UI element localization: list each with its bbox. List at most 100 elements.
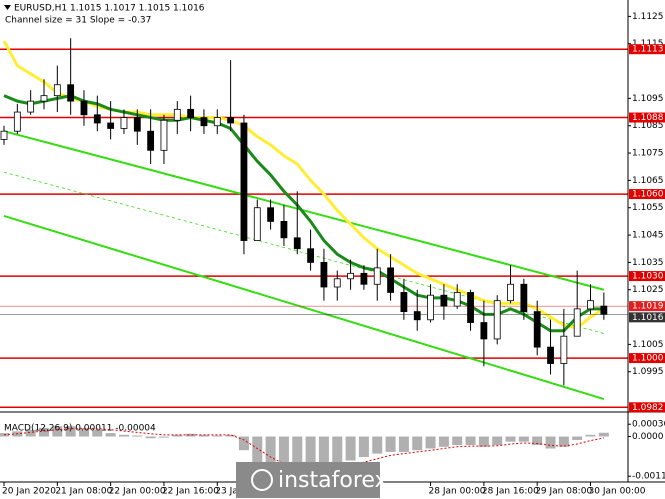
candle-body: [160, 119, 168, 151]
candle-body: [440, 294, 448, 307]
macd-bar: [238, 436, 249, 451]
macd-bar: [158, 436, 169, 438]
macd-bar: [398, 436, 409, 452]
y-tick-label: 1.1005: [632, 340, 664, 350]
macd-tick-label: 0.0000: [632, 432, 664, 442]
y-tick-label: 1.1095: [632, 94, 664, 104]
x-tick-label: 28 Jan 00:00: [429, 487, 486, 497]
candle-body: [427, 294, 434, 321]
macd-bar: [212, 435, 223, 437]
macd-bar: [572, 436, 583, 440]
candle-body: [147, 130, 155, 151]
candle-body: [333, 278, 341, 288]
watermark-box: [236, 462, 380, 498]
level-label-box: [629, 44, 665, 55]
macd-bar: [332, 436, 343, 466]
candle-body: [200, 117, 208, 127]
x-tick-label: 30 Jan 00:00: [589, 487, 646, 497]
macd-bar: [585, 434, 596, 437]
x-tick-label: 29 Jan 08:00: [535, 487, 592, 497]
macd-bar: [532, 436, 543, 446]
candle-body: [560, 335, 568, 364]
x-tick-label: 20 Jan 2020: [2, 487, 56, 497]
candle-body: [267, 207, 275, 222]
macd-bar: [145, 436, 156, 439]
macd-bar: [198, 434, 209, 437]
level-label: 1.1060: [632, 190, 664, 200]
symbol-icon: [4, 5, 11, 10]
macd-bar: [505, 436, 516, 442]
candle-body: [67, 84, 75, 102]
level-label: 1.1113: [632, 45, 664, 55]
macd-bar: [452, 436, 463, 446]
macd-bar: [78, 427, 89, 437]
macd-bar: [265, 436, 276, 471]
level-label-box: [629, 402, 665, 413]
macd-bar: [65, 426, 76, 437]
channel-line: [3, 130, 605, 291]
watermark: instaforex: [278, 468, 388, 493]
candle-body: [400, 292, 408, 313]
macd-bar: [558, 436, 569, 447]
macd-bar: [465, 436, 476, 446]
macd-bar: [425, 436, 436, 449]
macd-bar: [185, 433, 196, 437]
level-label-box: [629, 189, 665, 200]
candle-body: [133, 117, 141, 132]
macd-tick-label: 0.00036: [632, 420, 665, 430]
candle-body: [520, 283, 528, 312]
candle-body: [13, 111, 21, 132]
candle-body: [173, 108, 181, 121]
candle-body: [373, 267, 381, 285]
macd-bar: [545, 436, 556, 449]
level-label-box: [629, 112, 665, 123]
channel-line: [3, 171, 604, 334]
macd-bar: [52, 426, 63, 437]
y-tick-label: 1.1075: [632, 149, 664, 159]
macd-bar: [252, 436, 263, 464]
macd-bar: [38, 427, 49, 437]
candle-body: [320, 261, 328, 288]
price-label-box: [629, 312, 665, 323]
y-tick-label: 1.1065: [632, 176, 664, 186]
candle-body: [387, 267, 394, 293]
macd-bar: [172, 434, 183, 437]
macd-bar: [438, 436, 449, 447]
macd-bar: [292, 436, 303, 473]
candle-body: [280, 220, 288, 239]
y-tick-label: 1.1085: [632, 121, 664, 131]
macd-bar: [305, 436, 316, 471]
y-tick-label: 1.1045: [632, 231, 664, 241]
candle-body: [293, 237, 301, 250]
level-label: 1.0982: [632, 403, 664, 413]
macd-bar: [518, 436, 529, 442]
level-label: 1.1000: [632, 354, 664, 364]
macd-bar: [118, 434, 129, 437]
price-label: 1.1019: [632, 302, 664, 312]
x-tick-label: 21 Jan 08:00: [55, 487, 112, 497]
level-label-box: [629, 271, 665, 282]
candle-body: [360, 272, 368, 285]
candle-body: [533, 311, 541, 348]
macd-bar: [92, 429, 103, 437]
candle-body: [227, 117, 235, 124]
y-tick-label: 1.1025: [632, 285, 664, 295]
candle-body: [413, 311, 421, 321]
candle-body: [547, 346, 554, 364]
candle-body: [253, 207, 261, 241]
candle-body: [507, 283, 514, 302]
candle-body: [493, 300, 501, 340]
chart-title: EURUSD,H1 1.1015 1.1017 1.1015 1.1016: [14, 4, 205, 14]
candle-body: [467, 292, 474, 323]
macd-tick-label: -0.00116: [632, 472, 665, 482]
x-tick-label: 22 Jan 00:00: [109, 487, 166, 497]
candle-body: [187, 108, 195, 118]
macd-bar: [132, 435, 143, 437]
macd-bar: [372, 436, 383, 454]
candle-body: [480, 322, 488, 340]
macd-bar: [25, 429, 36, 437]
macd-bar: [318, 436, 329, 470]
macd-bar: [225, 434, 236, 437]
candle-body: [453, 292, 461, 307]
candle-body: [53, 84, 61, 97]
